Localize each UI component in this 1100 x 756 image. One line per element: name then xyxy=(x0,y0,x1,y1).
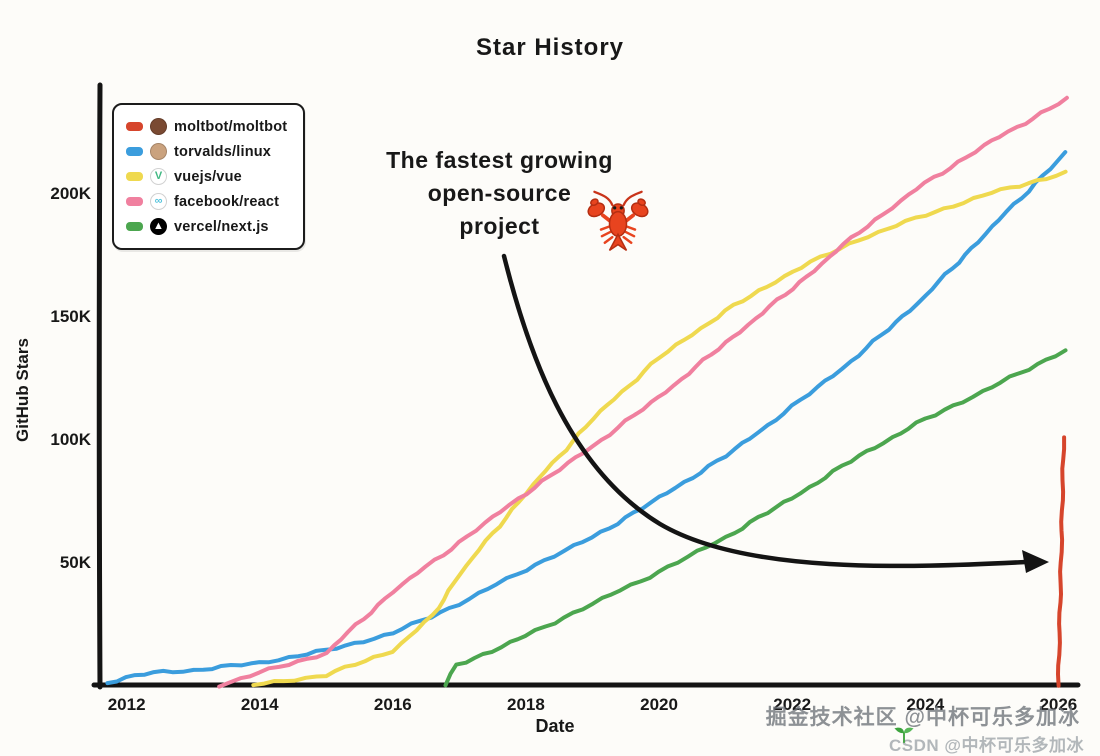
y-tick-label: 100K xyxy=(50,430,91,449)
repo-avatar-icon: V xyxy=(150,168,167,185)
watermark-juejin: 掘金技术社区 @中杯可乐多加冰 xyxy=(765,706,1080,729)
legend: moltbot/moltbot torvalds/linux V vuejs/v… xyxy=(112,103,306,250)
y-tick-label: 150K xyxy=(50,307,91,326)
legend-color-chip xyxy=(126,222,143,231)
series-line-moltbot-moltbot xyxy=(1056,435,1067,688)
legend-item: V vuejs/vue xyxy=(126,164,287,189)
series-line-vuejs-vue xyxy=(251,169,1068,688)
legend-color-chip xyxy=(126,147,143,156)
legend-item-label: vuejs/vue xyxy=(174,168,242,185)
repo-avatar-icon: ∞ xyxy=(150,193,167,210)
x-tick-label: 2026 xyxy=(1039,695,1077,714)
repo-avatar-icon xyxy=(150,143,167,160)
x-tick-label: 2012 xyxy=(108,695,146,714)
annotation-line-3: project xyxy=(459,213,540,239)
annotation-text: The fastest growing open-source project xyxy=(352,144,647,243)
annotation-line-2: open-source xyxy=(427,180,572,206)
x-tick-label: 2016 xyxy=(374,695,412,714)
y-tick-label: 50K xyxy=(60,553,92,572)
chart-title: Star History xyxy=(475,34,625,61)
series-line-torvalds-linux xyxy=(105,150,1068,686)
x-tick-label: 2022 xyxy=(773,695,811,714)
annotation-arrowhead xyxy=(1022,550,1049,573)
lobster-icon xyxy=(587,190,649,251)
x-tick-label: 2014 xyxy=(241,695,279,714)
legend-color-chip xyxy=(126,172,143,181)
legend-color-chip xyxy=(126,197,143,206)
legend-item: moltbot/moltbot xyxy=(126,114,287,139)
x-tick-label: 2018 xyxy=(507,695,545,714)
y-axis-line xyxy=(96,82,103,690)
legend-item: ▲ vercel/next.js xyxy=(126,214,287,239)
legend-item-label: moltbot/moltbot xyxy=(174,118,288,135)
watermark-csdn: CSDN @中杯可乐多加冰 xyxy=(889,736,1084,755)
repo-avatar-icon xyxy=(150,118,167,135)
x-tick-label: 2020 xyxy=(640,695,678,714)
series-line-vercel-next-js xyxy=(443,348,1068,688)
repo-avatar-icon: ▲ xyxy=(150,218,167,235)
legend-item: ∞ facebook/react xyxy=(126,189,287,214)
x-axis-label: Date xyxy=(535,716,575,736)
annotation-arrow xyxy=(501,253,1029,569)
y-axis-label: GitHub Stars xyxy=(13,338,32,442)
legend-item-label: torvalds/linux xyxy=(174,143,272,160)
legend-item-label: vercel/next.js xyxy=(174,218,269,235)
series-line-facebook-react xyxy=(217,95,1069,689)
x-axis-line xyxy=(91,681,1081,688)
legend-item: torvalds/linux xyxy=(126,139,287,164)
x-tick-label: 2024 xyxy=(906,695,944,714)
sprout-icon xyxy=(894,727,914,744)
legend-item-label: facebook/react xyxy=(174,193,280,210)
legend-color-chip xyxy=(126,122,143,131)
y-tick-label: 200K xyxy=(50,184,91,203)
annotation-line-1: The fastest growing xyxy=(386,147,613,173)
